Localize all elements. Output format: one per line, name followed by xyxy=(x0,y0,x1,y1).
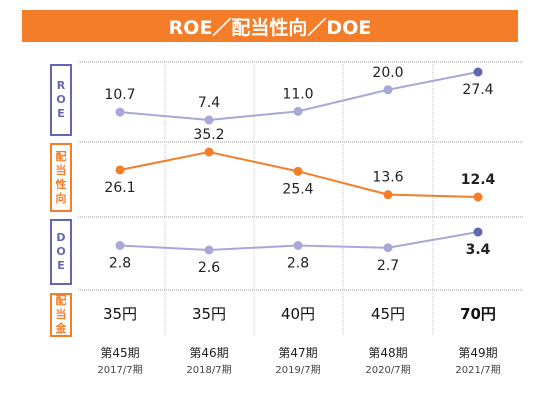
data-point xyxy=(383,243,393,253)
dividend-label: 40円 xyxy=(281,305,315,323)
data-label: 10.7 xyxy=(104,87,135,103)
dividend-label: 35円 xyxy=(103,305,137,323)
dividend-label: 70円 xyxy=(460,305,496,323)
data-label: 2.8 xyxy=(109,256,131,272)
row-label-char: 当 xyxy=(55,163,67,177)
row-label-char: D xyxy=(56,231,66,244)
data-point xyxy=(293,241,303,250)
x-tick-date: 2019/7期 xyxy=(275,364,320,376)
data-point xyxy=(204,147,214,157)
data-label: 12.4 xyxy=(461,172,496,188)
row-label-char: 性 xyxy=(55,177,67,191)
data-label: 11.0 xyxy=(282,86,313,102)
row-label-char: E xyxy=(57,107,65,120)
x-tick-date: 2018/7期 xyxy=(186,364,231,376)
data-label: 2.7 xyxy=(377,258,399,274)
data-point xyxy=(204,245,214,255)
x-tick-date: 2020/7期 xyxy=(365,364,410,376)
x-tick-term: 第49期 xyxy=(458,346,497,360)
data-label: 7.4 xyxy=(198,95,220,111)
row-label-char: R xyxy=(56,79,66,92)
data-label: 13.6 xyxy=(372,170,403,186)
x-tick-term: 第45期 xyxy=(100,346,139,360)
row-label-char: 配 xyxy=(55,149,67,163)
row-label-dividend: 配当金 xyxy=(50,293,72,337)
data-point xyxy=(383,85,393,95)
row-label-char: O xyxy=(56,93,66,106)
x-tick-date: 2017/7期 xyxy=(97,364,142,376)
data-point xyxy=(473,227,483,237)
data-label: 2.8 xyxy=(287,256,309,272)
data-point xyxy=(383,190,393,200)
data-point xyxy=(293,106,303,116)
data-point xyxy=(115,107,125,117)
data-label: 25.4 xyxy=(282,181,313,197)
data-label: 35.2 xyxy=(193,127,224,143)
dividend-label: 35円 xyxy=(192,305,226,323)
data-label: 3.4 xyxy=(466,242,491,258)
row-label-char: 当 xyxy=(55,308,67,321)
data-point xyxy=(473,67,483,77)
row-label-char: 向 xyxy=(55,191,67,205)
row-label-char: 金 xyxy=(55,322,67,335)
chart-title: ROE／配当性向／DOE xyxy=(22,10,518,42)
data-point xyxy=(473,192,483,202)
data-point xyxy=(115,165,125,175)
x-tick-term: 第48期 xyxy=(368,346,407,360)
data-point xyxy=(115,241,125,250)
row-label-char: E xyxy=(57,259,65,272)
data-label: 27.4 xyxy=(462,82,493,98)
data-label: 26.1 xyxy=(104,180,135,196)
x-tick-date: 2021/7期 xyxy=(455,364,500,376)
data-point xyxy=(204,115,214,125)
x-tick-term: 第47期 xyxy=(278,346,317,360)
data-point xyxy=(293,166,303,176)
data-label: 2.6 xyxy=(198,260,220,276)
data-label: 20.0 xyxy=(372,65,403,81)
row-label-char: 配 xyxy=(55,294,67,307)
dividend-label: 45円 xyxy=(371,305,405,323)
row-label-char: O xyxy=(56,245,66,258)
row-label-payout-ratio: 配当性向 xyxy=(50,143,72,212)
x-tick-term: 第46期 xyxy=(189,346,228,360)
